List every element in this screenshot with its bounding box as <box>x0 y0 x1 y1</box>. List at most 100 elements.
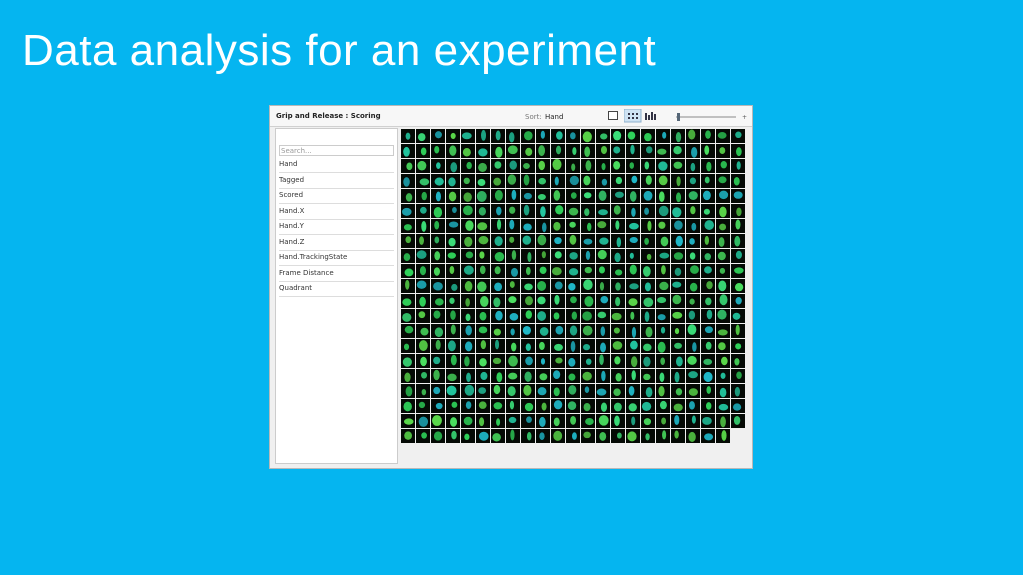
thumbnail[interactable] <box>536 354 550 368</box>
thumbnail[interactable] <box>731 264 745 278</box>
thumbnail[interactable] <box>701 279 715 293</box>
thumbnail[interactable] <box>416 354 430 368</box>
thumbnail[interactable] <box>551 234 565 248</box>
thumbnail[interactable] <box>686 159 700 173</box>
thumbnail[interactable] <box>476 414 490 428</box>
thumbnail[interactable] <box>626 399 640 413</box>
thumbnail[interactable] <box>596 159 610 173</box>
thumbnail[interactable] <box>731 354 745 368</box>
thumbnail[interactable] <box>566 384 580 398</box>
thumbnail[interactable] <box>656 189 670 203</box>
thumbnail[interactable] <box>416 369 430 383</box>
thumbnail[interactable] <box>536 339 550 353</box>
thumbnail[interactable] <box>686 294 700 308</box>
thumbnail[interactable] <box>521 339 535 353</box>
thumbnail[interactable] <box>416 189 430 203</box>
thumbnail[interactable] <box>596 414 610 428</box>
thumbnail[interactable] <box>641 249 655 263</box>
thumbnail[interactable] <box>551 144 565 158</box>
thumbnail[interactable] <box>656 264 670 278</box>
thumbnail[interactable] <box>656 279 670 293</box>
thumbnail[interactable] <box>596 324 610 338</box>
thumbnail[interactable] <box>656 414 670 428</box>
thumbnail[interactable] <box>521 279 535 293</box>
thumbnail[interactable] <box>731 384 745 398</box>
thumbnail[interactable] <box>686 174 700 188</box>
thumbnail[interactable] <box>401 414 415 428</box>
thumbnail[interactable] <box>401 144 415 158</box>
thumbnail[interactable] <box>626 264 640 278</box>
thumbnail[interactable] <box>716 429 730 443</box>
thumbnail[interactable] <box>701 234 715 248</box>
thumbnail[interactable] <box>446 294 460 308</box>
thumbnail[interactable] <box>686 219 700 233</box>
thumbnail[interactable] <box>731 339 745 353</box>
thumbnail[interactable] <box>566 204 580 218</box>
thumbnail[interactable] <box>581 249 595 263</box>
thumbnail[interactable] <box>701 339 715 353</box>
thumbnail[interactable] <box>716 279 730 293</box>
thumbnail[interactable] <box>401 249 415 263</box>
thumbnail[interactable] <box>716 294 730 308</box>
thumbnail[interactable] <box>686 384 700 398</box>
thumbnail[interactable] <box>716 219 730 233</box>
thumbnail[interactable] <box>476 249 490 263</box>
thumbnail[interactable] <box>491 279 505 293</box>
thumbnail[interactable] <box>641 174 655 188</box>
thumbnail[interactable] <box>686 324 700 338</box>
thumbnail[interactable] <box>506 309 520 323</box>
thumbnail[interactable] <box>416 264 430 278</box>
thumbnail[interactable] <box>416 234 430 248</box>
thumbnail[interactable] <box>656 249 670 263</box>
field-item[interactable]: Tagged <box>279 174 394 189</box>
thumbnail[interactable] <box>656 144 670 158</box>
thumbnail[interactable] <box>461 234 475 248</box>
thumbnail[interactable] <box>551 399 565 413</box>
thumbnail[interactable] <box>551 249 565 263</box>
thumbnail[interactable] <box>611 429 625 443</box>
thumbnail[interactable] <box>716 324 730 338</box>
thumbnail[interactable] <box>731 144 745 158</box>
thumbnail[interactable] <box>611 324 625 338</box>
thumbnail[interactable] <box>446 144 460 158</box>
thumbnail[interactable] <box>551 279 565 293</box>
thumbnail[interactable] <box>671 339 685 353</box>
thumbnail[interactable] <box>656 384 670 398</box>
thumbnail[interactable] <box>701 129 715 143</box>
thumbnail[interactable] <box>521 324 535 338</box>
thumbnail[interactable] <box>641 144 655 158</box>
thumbnail[interactable] <box>611 129 625 143</box>
thumbnail[interactable] <box>566 369 580 383</box>
thumbnail[interactable] <box>716 189 730 203</box>
thumbnail[interactable] <box>461 279 475 293</box>
thumbnail[interactable] <box>716 354 730 368</box>
thumbnail[interactable] <box>671 204 685 218</box>
thumbnail[interactable] <box>566 294 580 308</box>
thumbnail[interactable] <box>566 279 580 293</box>
thumbnail[interactable] <box>446 369 460 383</box>
thumbnail[interactable] <box>716 129 730 143</box>
thumbnail[interactable] <box>701 264 715 278</box>
thumbnail[interactable] <box>626 429 640 443</box>
thumbnail[interactable] <box>491 339 505 353</box>
thumbnail[interactable] <box>446 204 460 218</box>
thumbnail[interactable] <box>671 399 685 413</box>
thumbnail[interactable] <box>716 399 730 413</box>
thumbnail[interactable] <box>581 264 595 278</box>
zoom-plus[interactable]: + <box>742 114 747 121</box>
thumbnail[interactable] <box>671 279 685 293</box>
thumbnail[interactable] <box>446 429 460 443</box>
thumbnail[interactable] <box>446 414 460 428</box>
thumbnail[interactable] <box>401 294 415 308</box>
thumbnail[interactable] <box>536 384 550 398</box>
thumbnail[interactable] <box>521 129 535 143</box>
thumbnail[interactable] <box>431 249 445 263</box>
thumbnail[interactable] <box>641 414 655 428</box>
thumbnail[interactable] <box>731 279 745 293</box>
thumbnail[interactable] <box>446 189 460 203</box>
thumbnail[interactable] <box>686 369 700 383</box>
thumbnail[interactable] <box>626 309 640 323</box>
thumbnail[interactable] <box>701 219 715 233</box>
thumbnail[interactable] <box>581 339 595 353</box>
field-item[interactable]: Hand.TrackingState <box>279 251 394 266</box>
